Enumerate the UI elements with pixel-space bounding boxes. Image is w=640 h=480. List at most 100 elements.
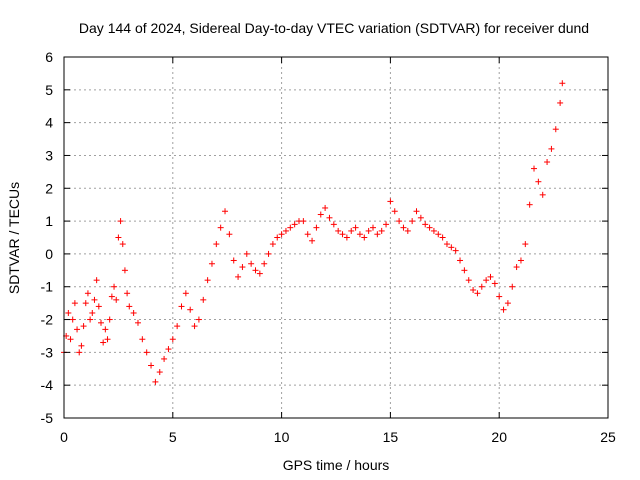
data-point <box>134 319 141 326</box>
x-tick-label: 10 <box>274 429 290 445</box>
y-axis-label: SDTVAR / TECUs <box>6 182 22 294</box>
data-point <box>531 165 538 172</box>
data-point <box>191 323 198 330</box>
data-point <box>69 316 76 323</box>
data-point <box>93 277 100 284</box>
data-point <box>269 241 276 248</box>
data-point <box>396 218 403 225</box>
data-point <box>487 273 494 280</box>
data-point <box>309 237 316 244</box>
data-point <box>217 224 224 231</box>
y-tick-label: 5 <box>45 82 53 98</box>
data-point <box>291 221 298 228</box>
data-point <box>326 214 333 221</box>
data-point <box>404 227 411 234</box>
data-point <box>95 303 102 310</box>
data-point <box>413 208 420 215</box>
data-point <box>139 336 146 343</box>
data-point <box>117 218 124 225</box>
data-point <box>544 159 551 166</box>
data-point <box>156 369 163 376</box>
data-point <box>261 260 268 267</box>
data-point <box>557 99 564 106</box>
data-point <box>500 306 507 313</box>
data-point <box>300 218 307 225</box>
data-point <box>426 224 433 231</box>
data-point <box>365 227 372 234</box>
y-tick-label: -1 <box>41 279 54 295</box>
data-point <box>169 336 176 343</box>
data-point <box>548 145 555 152</box>
y-tick-label: 3 <box>45 147 53 163</box>
data-point <box>82 300 89 307</box>
y-tick-label: 1 <box>45 213 53 229</box>
data-point <box>348 227 355 234</box>
data-point <box>278 231 285 238</box>
data-point <box>84 290 91 297</box>
data-point <box>121 267 128 274</box>
data-point <box>106 316 113 323</box>
data-point <box>559 80 566 87</box>
data-point <box>343 234 350 241</box>
data-point <box>76 349 83 356</box>
label-layer: 0 5 10 15 20 25 -5 -4 -3 -2 -1 0 1 2 3 4 5 6 <box>41 49 616 445</box>
data-point <box>97 319 104 326</box>
y-tick-label: 2 <box>45 180 53 196</box>
y-tick-label: -5 <box>41 410 54 426</box>
y-tick-label: 4 <box>45 115 53 131</box>
data-point <box>374 231 381 238</box>
y-tick-label: 0 <box>45 246 53 262</box>
data-point <box>439 234 446 241</box>
data-point <box>102 326 109 333</box>
data-point <box>165 346 172 353</box>
data-point <box>111 283 118 290</box>
y-tick-label: -4 <box>41 377 54 393</box>
data-point <box>161 355 168 362</box>
data-point <box>517 257 524 264</box>
data-point <box>552 126 559 133</box>
data-point <box>409 218 416 225</box>
data-point <box>104 336 111 343</box>
data-point <box>465 277 472 284</box>
data-point <box>89 309 96 316</box>
data-point <box>352 224 359 231</box>
data-point <box>222 208 229 215</box>
data-point <box>174 323 181 330</box>
data-point <box>248 260 255 267</box>
data-point <box>252 267 259 274</box>
data-point <box>422 221 429 228</box>
data-point <box>265 250 272 257</box>
data-point <box>369 224 376 231</box>
data-point <box>115 234 122 241</box>
data-point <box>435 231 442 238</box>
data-point <box>87 316 94 323</box>
data-point <box>91 296 98 303</box>
data-point <box>330 221 337 228</box>
data-point <box>448 244 455 251</box>
y-tick-label: 6 <box>45 49 53 65</box>
data-point <box>152 378 159 385</box>
data-point <box>113 296 120 303</box>
data-point <box>230 257 237 264</box>
data-point <box>71 300 78 307</box>
data-point <box>335 227 342 234</box>
data-point <box>513 264 520 271</box>
data-point <box>126 303 133 310</box>
data-point <box>387 198 394 205</box>
data-point <box>67 336 74 343</box>
tick-layer <box>63 56 609 419</box>
data-point <box>461 267 468 274</box>
data-point <box>322 204 329 211</box>
data-point <box>509 283 516 290</box>
data-point <box>204 277 211 284</box>
data-point <box>304 231 311 238</box>
data-point <box>483 277 490 284</box>
data-point <box>361 234 368 241</box>
data-point <box>491 280 498 287</box>
chart-title: Day 144 of 2024, Sidereal Day-to-day VTE… <box>79 20 589 36</box>
data-point <box>400 224 407 231</box>
data-point <box>526 201 533 208</box>
